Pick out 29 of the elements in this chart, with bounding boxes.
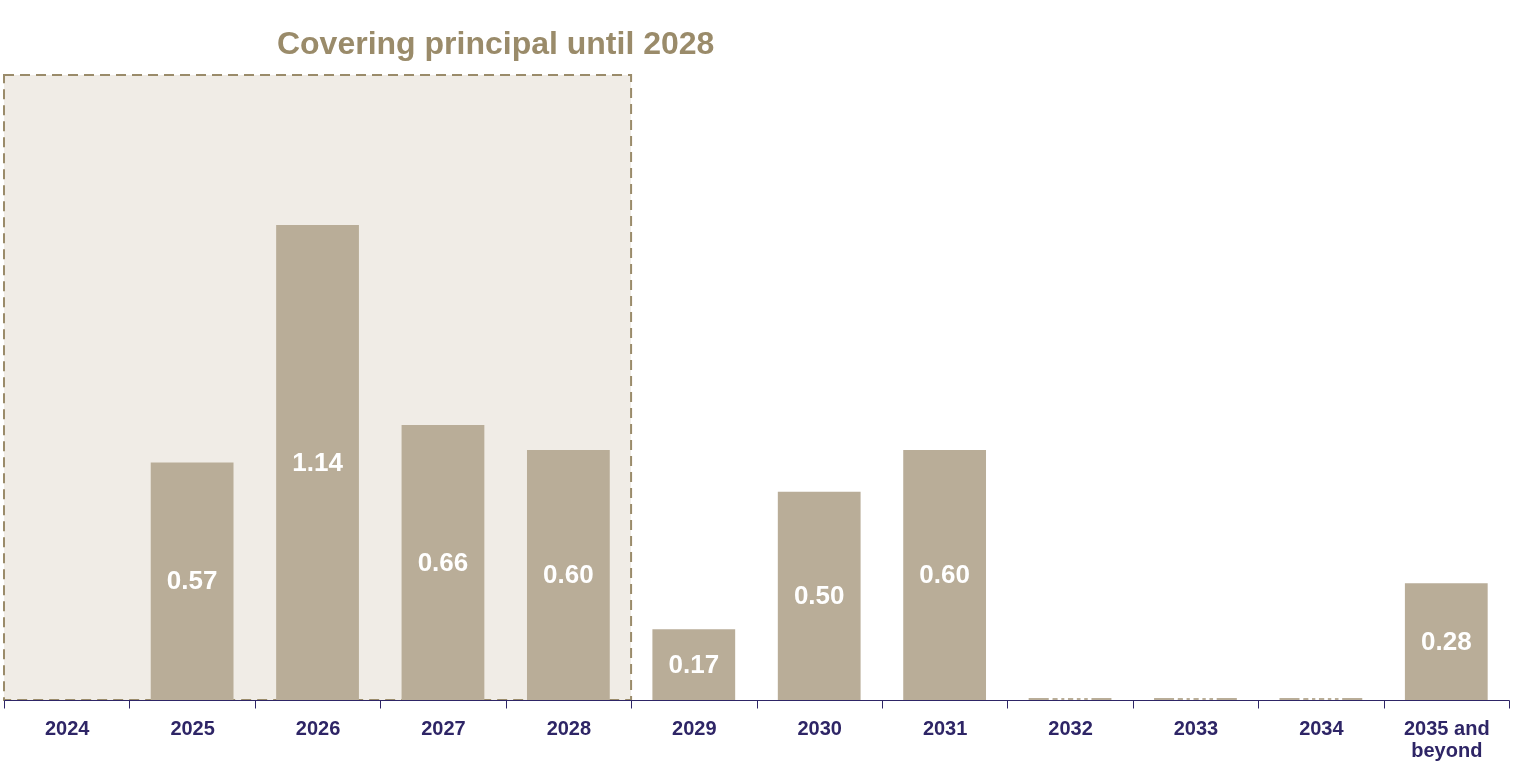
data-label: 0.66	[417, 546, 469, 577]
bar	[777, 491, 861, 700]
bar	[526, 450, 610, 700]
x-tick-label: 2029	[672, 716, 717, 739]
data-label: 0.28	[1420, 625, 1472, 656]
x-tick-label: 2035 and beyond	[1403, 716, 1490, 761]
x-tick-label: 2024	[44, 716, 91, 739]
x-tick-label: 2031	[922, 716, 968, 739]
x-tick-label: 2026	[295, 716, 341, 739]
bar	[401, 425, 485, 700]
bar	[276, 225, 359, 700]
x-tick-label: 2033	[1173, 716, 1219, 739]
data-label: 0.17	[668, 648, 720, 679]
data-label: 1.14	[292, 446, 344, 477]
bar	[150, 462, 234, 700]
bar	[652, 629, 736, 700]
data-label: 0.60	[543, 559, 594, 589]
bar	[903, 450, 987, 700]
x-tick-label: 2032	[1048, 716, 1093, 739]
x-tick-label: 2027	[421, 716, 466, 739]
data-label: 0.50	[793, 579, 845, 610]
x-tick-label: 2034	[1299, 716, 1345, 739]
x-tick-label: 2028	[546, 716, 592, 739]
x-tick-label: 2025	[170, 716, 215, 739]
data-label: 0.57	[166, 565, 218, 596]
x-tick-label: 2030	[797, 716, 842, 739]
bar	[1404, 583, 1488, 700]
data-label: 0.60	[919, 559, 970, 589]
band-label: Covering principal until 2028	[276, 25, 715, 61]
